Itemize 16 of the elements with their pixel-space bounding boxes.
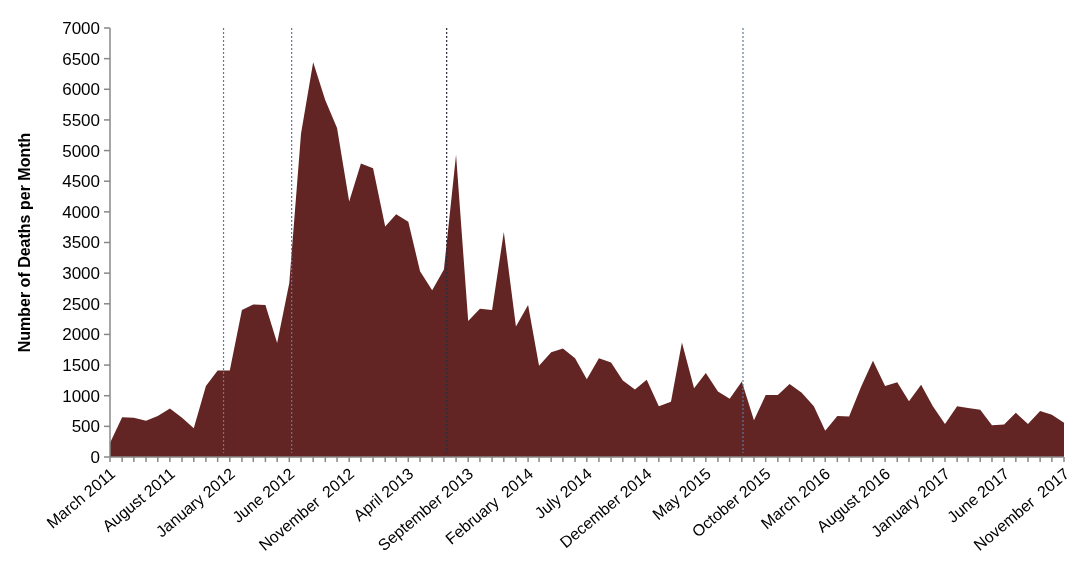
- y-tick-label: 5500: [62, 110, 100, 130]
- y-tick-label: 2000: [62, 325, 100, 345]
- y-tick-label: 6000: [62, 80, 100, 100]
- y-tick-label: 1000: [62, 386, 100, 406]
- y-tick-label: 5000: [62, 141, 100, 161]
- y-tick-label: 0: [90, 447, 100, 467]
- y-axis-title: Number of Deaths per Month: [16, 132, 33, 353]
- y-tick-label: 500: [71, 417, 100, 437]
- y-tick-label: 1500: [62, 356, 100, 376]
- y-tick-label: 7000: [62, 18, 100, 38]
- y-tick-label: 3500: [62, 233, 100, 253]
- y-tick-label: 4500: [62, 172, 100, 192]
- y-tick-label: 3000: [62, 264, 100, 284]
- y-tick-label: 6500: [62, 49, 100, 69]
- y-tick-label: 4000: [62, 202, 100, 222]
- y-tick-label: 2500: [62, 294, 100, 314]
